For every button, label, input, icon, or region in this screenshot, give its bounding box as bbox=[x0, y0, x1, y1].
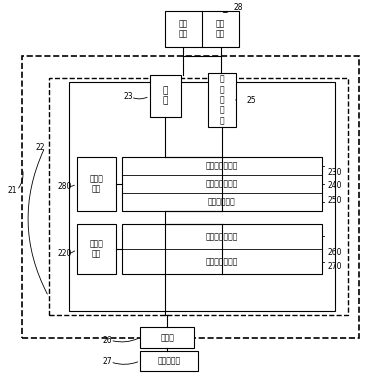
Text: 放电过电压检测: 放电过电压检测 bbox=[205, 179, 238, 188]
Bar bbox=[77, 157, 116, 211]
Text: 可充电电池: 可充电电池 bbox=[158, 356, 181, 366]
Bar bbox=[140, 351, 198, 371]
Text: 放电开
关管: 放电开 关管 bbox=[89, 174, 103, 194]
Text: 25: 25 bbox=[247, 96, 257, 105]
Text: 280: 280 bbox=[58, 182, 72, 191]
Text: 保险丝: 保险丝 bbox=[160, 333, 174, 342]
Text: 负载短路检测: 负载短路检测 bbox=[208, 197, 236, 206]
Text: 切
换
开
关
管: 切 换 开 关 管 bbox=[219, 75, 224, 125]
Bar bbox=[122, 157, 322, 211]
Text: 电
阻: 电 阻 bbox=[163, 86, 168, 106]
Text: 充电
电路: 充电 电路 bbox=[179, 19, 188, 39]
Text: 充电过电流检测: 充电过电流检测 bbox=[205, 257, 238, 266]
Text: 充电开
关管: 充电开 关管 bbox=[89, 239, 103, 259]
Text: 23: 23 bbox=[123, 93, 133, 101]
Text: 240: 240 bbox=[327, 181, 342, 190]
Bar bbox=[140, 327, 194, 348]
Text: 22: 22 bbox=[36, 143, 45, 152]
Bar bbox=[22, 56, 359, 338]
Bar bbox=[150, 75, 181, 117]
Text: 220: 220 bbox=[58, 249, 72, 258]
Bar bbox=[49, 78, 348, 315]
Bar bbox=[122, 224, 322, 274]
Text: 26: 26 bbox=[103, 336, 113, 345]
Bar bbox=[165, 11, 239, 47]
Text: 28: 28 bbox=[234, 3, 243, 12]
Text: 27: 27 bbox=[103, 357, 113, 366]
Bar bbox=[69, 82, 335, 311]
Text: 用电
电路: 用电 电路 bbox=[216, 19, 225, 39]
Text: 放电过电流检测: 放电过电流检测 bbox=[205, 161, 238, 170]
Text: 250: 250 bbox=[327, 196, 342, 205]
Bar bbox=[208, 73, 236, 127]
Text: 充电过电压检测: 充电过电压检测 bbox=[205, 232, 238, 241]
Text: 270: 270 bbox=[327, 262, 342, 271]
Text: 21: 21 bbox=[7, 186, 17, 195]
Text: 260: 260 bbox=[327, 248, 342, 257]
Text: 230: 230 bbox=[327, 168, 342, 177]
Bar bbox=[77, 224, 116, 274]
